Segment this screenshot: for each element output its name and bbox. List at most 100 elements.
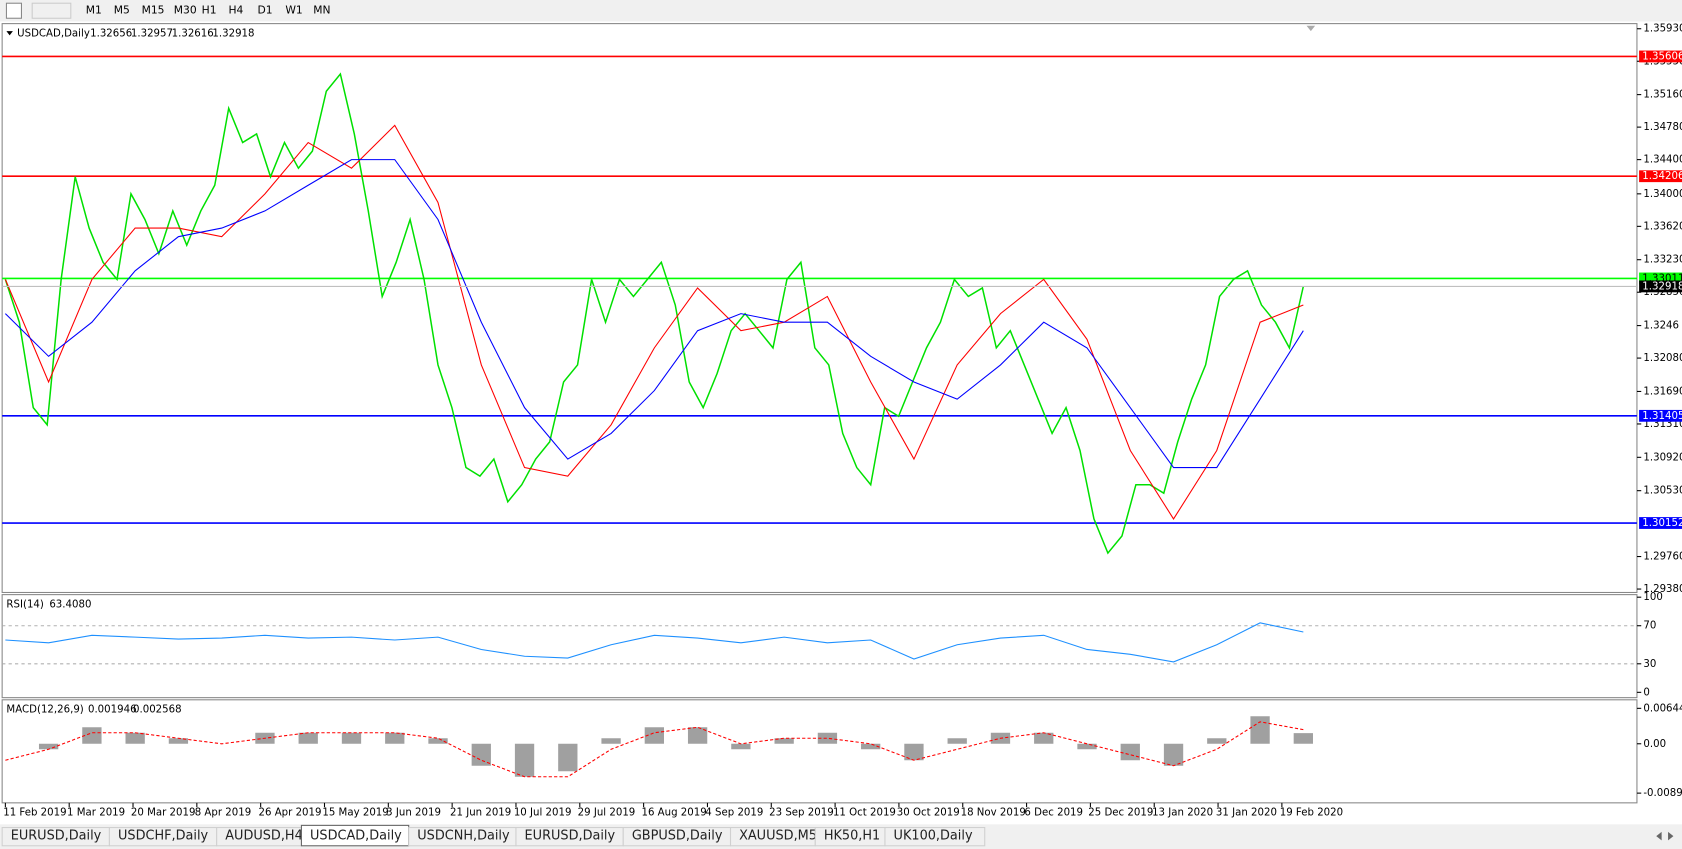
indicator-value: 63.4080 — [49, 599, 91, 610]
x-tick-label: 23 Sep 2019 — [769, 808, 834, 819]
x-tick-label: 25 Dec 2019 — [1088, 808, 1153, 819]
chart-symbol: USDCAD,Daily — [17, 28, 90, 39]
shift-marker — [1306, 25, 1316, 32]
x-tick-label: 18 Nov 2019 — [961, 808, 1026, 819]
y-tick-label: 1.3246 — [1643, 321, 1679, 332]
x-tick-label: 11 Oct 2019 — [833, 808, 896, 819]
y-tick-label: 0.006448 — [1643, 703, 1682, 714]
x-tick-label: 21 Jun 2019 — [450, 808, 511, 819]
y-tick-label: 70 — [1643, 621, 1656, 632]
timeframe-button[interactable]: H4 — [228, 4, 243, 17]
tab-label[interactable]: AUDUSD,H4 — [225, 829, 303, 844]
draw-tool[interactable] — [31, 2, 72, 19]
x-tick-label: 31 Jan 2020 — [1216, 808, 1277, 819]
x-tick-label: 15 May 2019 — [322, 808, 388, 819]
ohlc-value: 1.32918 — [212, 28, 254, 39]
collapse-arrow[interactable] — [6, 31, 13, 36]
text-tool[interactable] — [5, 2, 22, 19]
current-price-label: 1.32918 — [1642, 281, 1682, 292]
x-tick-label: 11 Feb 2019 — [3, 808, 66, 819]
rsi-panel — [1, 594, 1638, 699]
indicator-line — [4, 159, 1304, 469]
level-label-box — [1639, 50, 1682, 63]
current-price-box — [1639, 280, 1682, 293]
tab-label[interactable]: UK100,Daily — [894, 829, 973, 844]
indicator-line — [4, 124, 1304, 520]
indicator-value: 0.002568 — [133, 704, 182, 715]
tab-label[interactable]: GBPUSD,Daily — [632, 829, 723, 844]
x-tick-label: 8 Apr 2019 — [195, 808, 251, 819]
level-label-box — [1639, 517, 1682, 529]
timeframe-button[interactable]: M1 — [86, 4, 102, 17]
y-tick-label: 30 — [1643, 659, 1656, 670]
x-tick-label: 13 Jan 2020 — [1152, 808, 1213, 819]
level-label-box — [1639, 409, 1682, 422]
y-tick-label: 1.34780 — [1643, 122, 1682, 133]
y-tick-label: 1.29380 — [1643, 584, 1682, 595]
y-tick-label: 1.34000 — [1643, 189, 1682, 200]
level-label: 1.33011 — [1642, 273, 1682, 284]
timeframe-button[interactable]: H1 — [202, 4, 217, 17]
level-label: 1.31405 — [1642, 411, 1682, 422]
ohlc-value: 1.32957 — [131, 28, 173, 39]
tab-label[interactable]: USDCAD,Daily — [310, 829, 402, 844]
timeframe-button[interactable]: MN — [313, 4, 330, 17]
tab-scroll-left[interactable] — [1656, 831, 1662, 841]
level-label: 1.34206 — [1642, 171, 1682, 182]
ohlc-value: 1.32616 — [172, 28, 214, 39]
indicator-title: MACD(12,26,9) — [6, 704, 83, 715]
indicator-line — [5, 721, 1304, 778]
level-label: 1.30152 — [1642, 518, 1682, 529]
indicator-value: 0.001946 — [88, 704, 137, 715]
y-tick-label: 1.29760 — [1643, 552, 1682, 563]
ohlc-value: 1.32656 — [90, 28, 132, 39]
x-tick-label: 4 Sep 2019 — [705, 808, 763, 819]
timeframe-button[interactable]: M15 — [142, 4, 165, 17]
y-tick-label: -0.008982 — [1643, 788, 1682, 799]
x-tick-label: 30 Oct 2019 — [897, 808, 960, 819]
tab[interactable] — [884, 826, 986, 847]
y-tick-label: 1.31310 — [1643, 419, 1682, 430]
y-tick-label: 1.31690 — [1643, 386, 1682, 397]
macd-panel — [1, 699, 1638, 804]
y-tick-label: 1.32850 — [1643, 287, 1682, 298]
x-tick-label: 6 Dec 2019 — [1024, 808, 1083, 819]
level-label-box — [1639, 170, 1682, 183]
main-panel — [1, 23, 1638, 594]
x-tick-label: 16 Aug 2019 — [641, 808, 706, 819]
x-tick-label: 3 Jun 2019 — [386, 808, 441, 819]
x-tick-label: 10 Jul 2019 — [514, 808, 572, 819]
x-tick-label: 20 Mar 2019 — [131, 808, 196, 819]
y-tick-label: 1.35160 — [1643, 90, 1682, 101]
tab-label[interactable]: XAUUSD,M5 — [739, 829, 817, 844]
y-tick-label: 0 — [1643, 687, 1649, 698]
level-label-box — [1639, 272, 1682, 285]
level-label: 1.35606 — [1642, 51, 1682, 62]
tab-label[interactable]: HK50,H1 — [824, 829, 880, 844]
x-tick-label: 19 Feb 2020 — [1280, 808, 1343, 819]
indicator-title: RSI(14) — [6, 599, 43, 610]
y-tick-label: 1.30920 — [1643, 452, 1682, 463]
tab-label[interactable]: EURUSD,Daily — [525, 829, 616, 844]
y-tick-label: 1.30530 — [1643, 486, 1682, 497]
y-tick-label: 1.33620 — [1643, 221, 1682, 232]
y-tick-label: 100 — [1643, 592, 1662, 603]
tab-scroll-right[interactable] — [1668, 831, 1674, 841]
y-tick-label: 1.33230 — [1643, 255, 1682, 266]
tab-label[interactable]: EURUSD,Daily — [11, 829, 102, 844]
y-tick-label: 1.34400 — [1643, 155, 1682, 166]
tab-label[interactable]: USDCHF,Daily — [118, 829, 209, 844]
x-tick-label: 26 Apr 2019 — [259, 808, 322, 819]
timeframe-button[interactable]: M30 — [174, 4, 197, 17]
timeframe-button[interactable]: W1 — [285, 4, 302, 17]
timeframe-button[interactable]: D1 — [257, 4, 272, 17]
timeframe-button[interactable]: M5 — [114, 4, 130, 17]
price-line — [4, 72, 1305, 555]
y-tick-label: 1.32080 — [1643, 353, 1682, 364]
x-tick-label: 29 Jul 2019 — [578, 808, 636, 819]
y-tick-label: 0.00 — [1643, 739, 1666, 750]
tab-label[interactable]: USDCNH,Daily — [417, 829, 510, 844]
x-tick-label: 1 Mar 2019 — [67, 808, 125, 819]
